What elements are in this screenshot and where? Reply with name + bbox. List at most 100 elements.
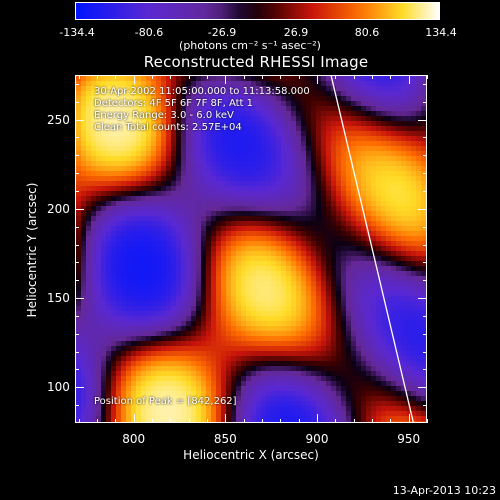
heatmap-cell [351,81,356,86]
heatmap-cell [106,176,111,181]
heatmap-cell [321,91,326,96]
heatmap-cell [291,271,296,276]
heatmap-cell [361,386,366,391]
heatmap-cell [81,261,86,266]
heatmap-cell [416,201,421,206]
heatmap-cell [286,176,291,181]
heatmap-cell [351,206,356,211]
heatmap-cell [281,366,286,371]
heatmap-cell [376,151,381,156]
heatmap-cell [311,386,316,391]
heatmap-cell [146,286,151,291]
heatmap-cell [336,256,341,261]
heatmap-cell [331,391,336,396]
heatmap-cell [106,316,111,321]
heatmap-cell [266,121,271,126]
heatmap-cell [256,106,261,111]
heatmap-cell [266,411,271,416]
heatmap-cell [396,256,401,261]
heatmap-cell [241,206,246,211]
heatmap-cell [231,376,236,381]
heatmap-cell [401,201,406,206]
heatmap-cell [386,326,391,331]
heatmap-cell [366,286,371,291]
heatmap-cell [131,241,136,246]
heatmap-cell [261,341,266,346]
heatmap-cell [136,246,141,251]
heatmap-cell [146,361,151,366]
heatmap-cell [156,246,161,251]
heatmap-cell [156,266,161,271]
heatmap-cell [361,106,366,111]
heatmap-cell [281,276,286,281]
heatmap-cell [121,206,126,211]
heatmap-cell [381,86,386,91]
heatmap-cell [186,271,191,276]
heatmap-cell [151,236,156,241]
heatmap-cell [291,171,296,176]
heatmap-cell [296,396,301,401]
heatmap-cell [246,386,251,391]
heatmap-cell [136,186,141,191]
heatmap-cell [346,321,351,326]
heatmap-cell [116,346,121,351]
heatmap-cell [401,246,406,251]
heatmap-cell [161,216,166,221]
heatmap-cell [326,196,331,201]
heatmap-cell [281,286,286,291]
heatmap-cell [291,381,296,386]
heatmap-cell [366,86,371,91]
heatmap-cell [221,86,226,91]
heatmap-cell [256,386,261,391]
heatmap-cell [206,131,211,136]
heatmap-cell [196,286,201,291]
heatmap-cell [81,201,86,206]
heatmap-cell [231,351,236,356]
heatmap-cell [256,101,261,106]
heatmap-cell [286,361,291,366]
heatmap-cell [171,406,176,411]
heatmap-cell [166,146,171,151]
heatmap-cell [276,291,281,296]
heatmap-cell [236,311,241,316]
heatmap-cell [316,116,321,121]
heatmap-cell [336,421,341,422]
heatmap-cell [306,221,311,226]
heatmap-cell [136,191,141,196]
heatmap-cell [286,216,291,221]
heatmap-cell [391,286,396,291]
heatmap-cell [121,281,126,286]
heatmap-cell [401,126,406,131]
heatmap-cell [201,306,206,311]
heatmap-cell [351,421,356,422]
heatmap-cell [86,91,91,96]
heatmap-cell [241,411,246,416]
heatmap-cell [256,81,261,86]
heatmap-cell [361,361,366,366]
heatmap-cell [326,366,331,371]
heatmap-cell [376,381,381,386]
heatmap-cell [336,366,341,371]
heatmap-cell [356,421,361,422]
heatmap-cell [161,346,166,351]
heatmap-cell [221,131,226,136]
heatmap-cell [411,101,416,106]
y-axis-tick [75,191,79,192]
heatmap-cell [236,236,241,241]
heatmap-cell [121,376,126,381]
heatmap-cell [226,116,231,121]
heatmap-cell [86,211,91,216]
heatmap-cell [411,316,416,321]
heatmap-cell [331,396,336,401]
heatmap-cell [381,341,386,346]
heatmap-cell [231,91,236,96]
heatmap-cell [76,366,81,371]
heatmap-cell [146,326,151,331]
heatmap-cell [76,401,81,406]
heatmap-cell [381,391,386,396]
heatmap-cell [316,251,321,256]
heatmap-cell [311,201,316,206]
heatmap-cell [411,91,416,96]
y-axis-tick [75,280,79,282]
heatmap-cell [386,156,391,161]
